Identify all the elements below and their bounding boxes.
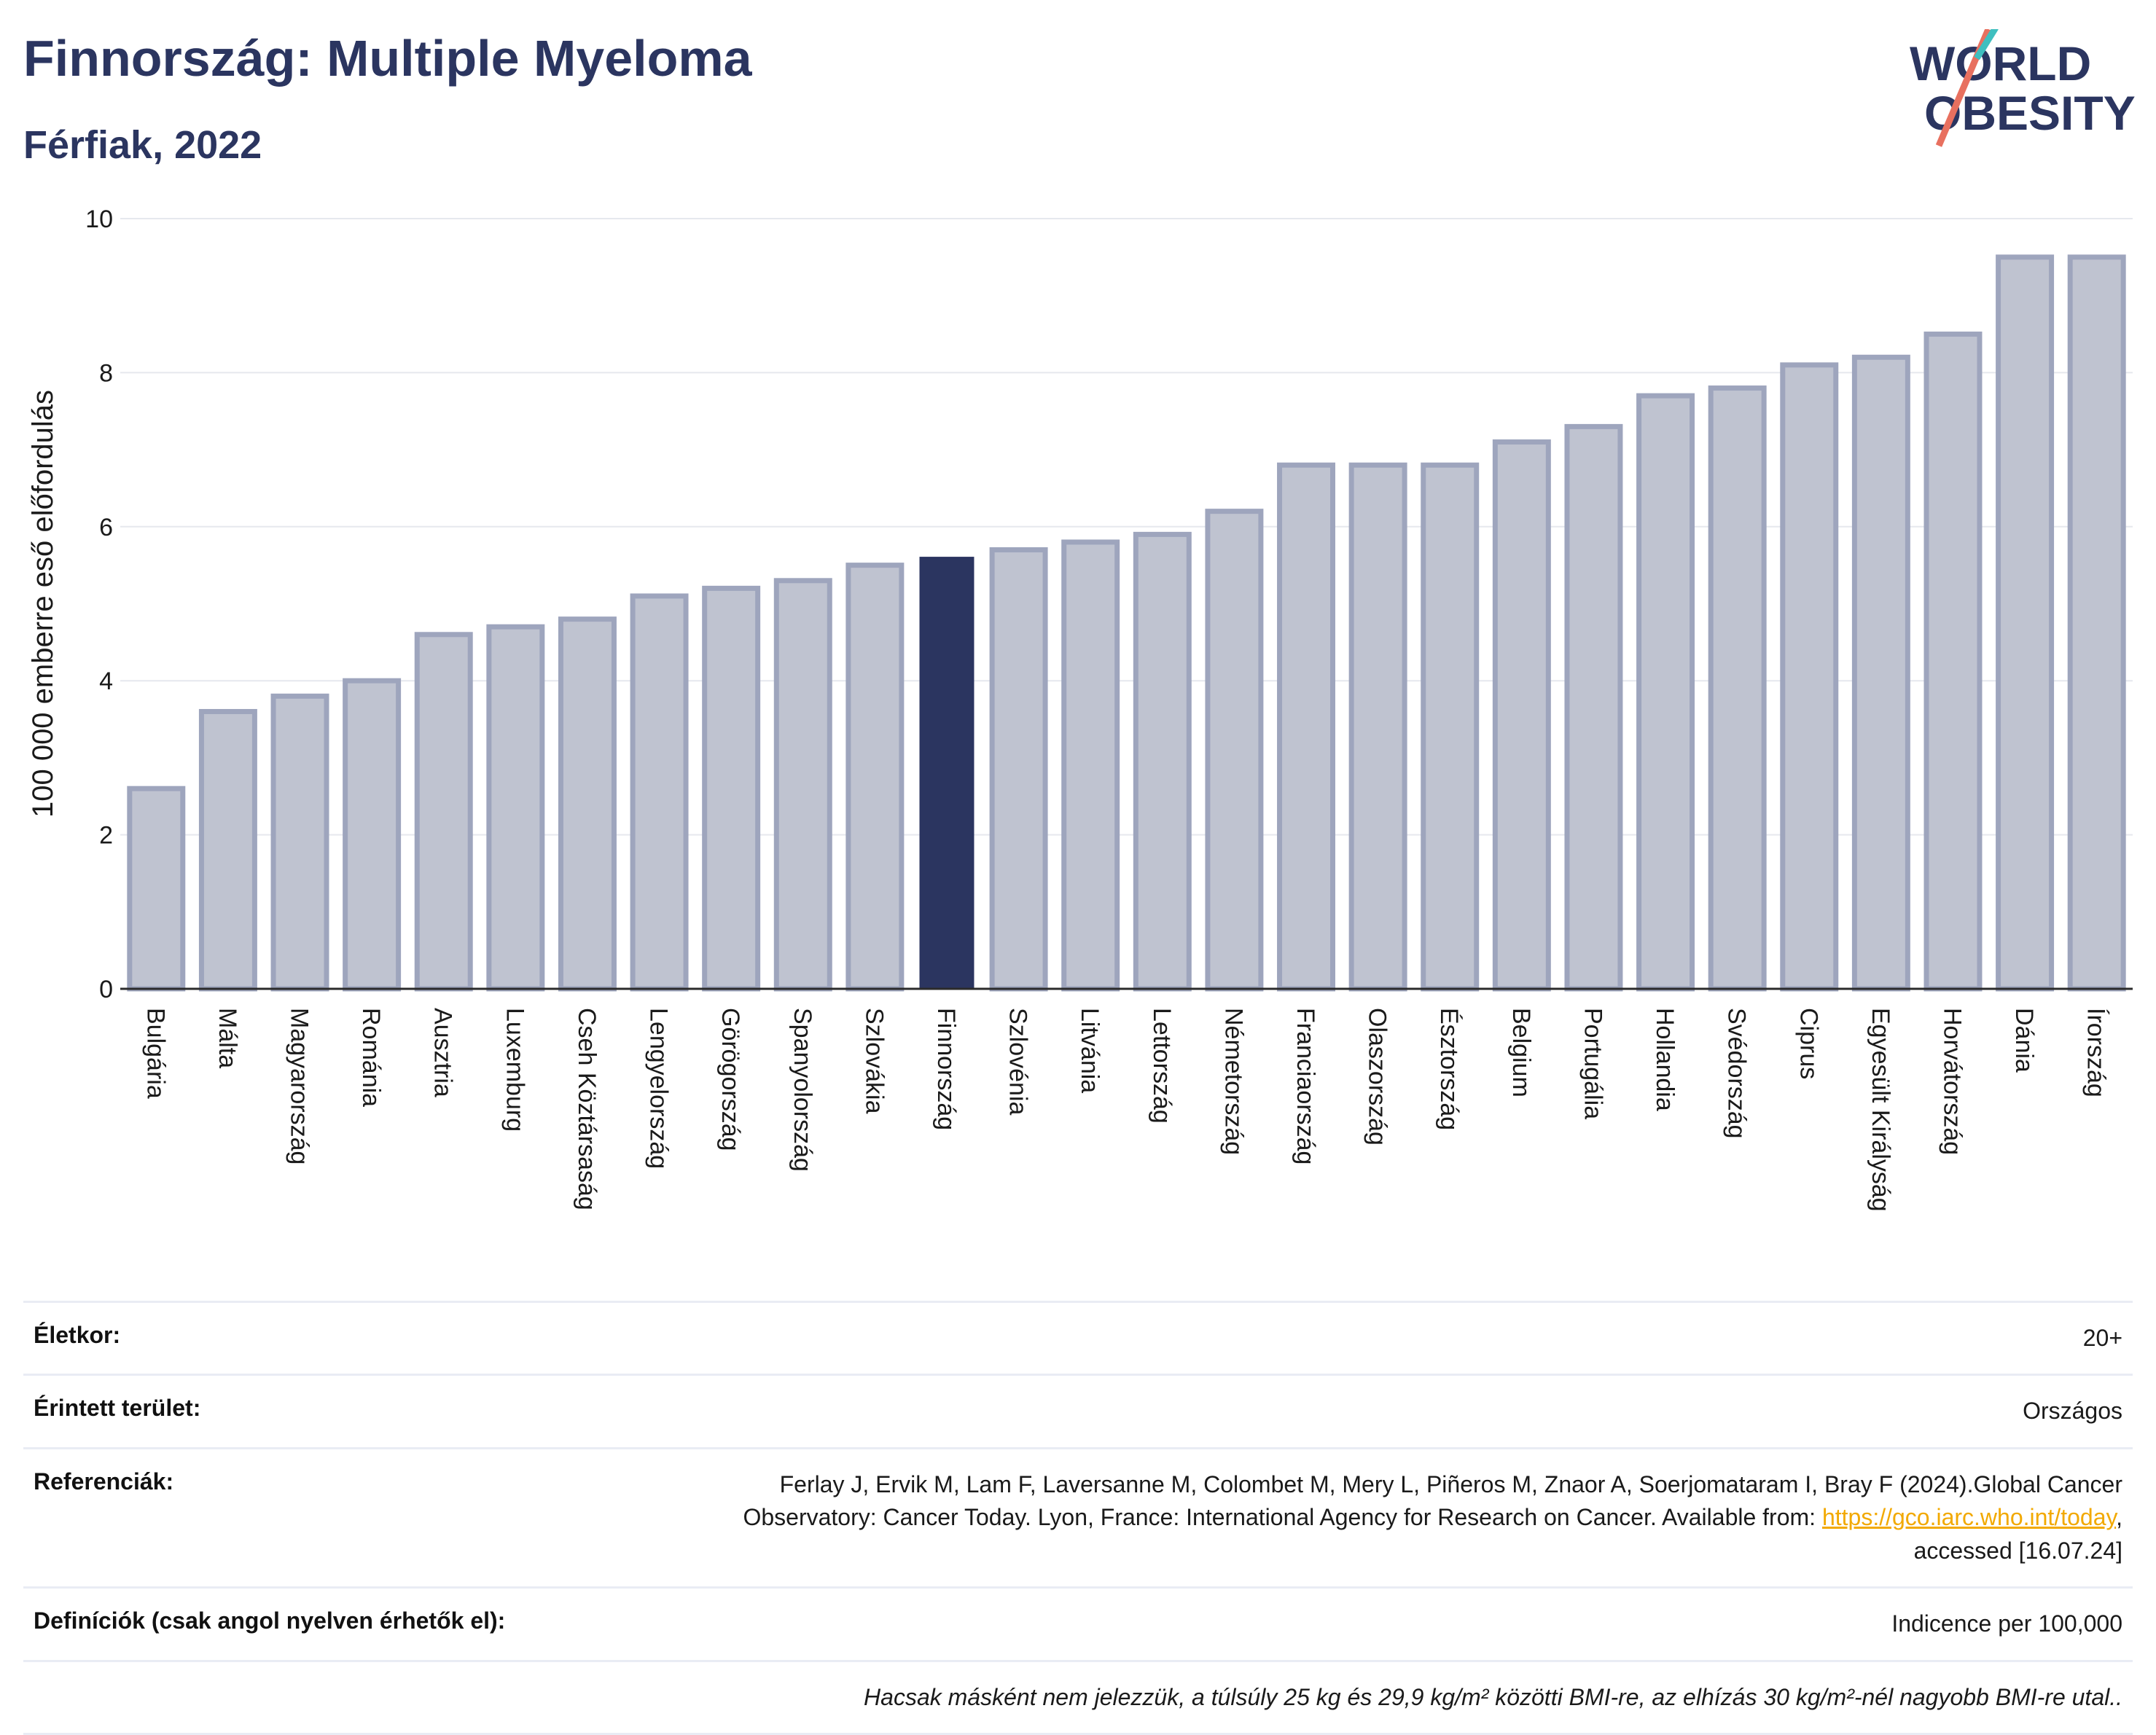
reference-text-4: accessed [16.07.24] [1913, 1537, 2122, 1564]
reference-text-2: Observatory: Cancer Today. Lyon, France:… [743, 1504, 1822, 1531]
x-tick-label: Írország [2082, 1008, 2110, 1097]
logo-slash-teal [1974, 29, 1999, 60]
x-tick-label: Franciaország [1292, 1008, 1319, 1164]
y-tick-label: 4 [99, 667, 113, 695]
x-tick-label: Magyarország [286, 1008, 313, 1164]
y-tick-label: 10 [85, 205, 113, 233]
bar [1133, 531, 1192, 992]
logo-line1: WORLD [1910, 36, 2091, 90]
bar [486, 624, 545, 992]
bar [2067, 254, 2126, 992]
x-tick-label: Németország [1219, 1008, 1247, 1155]
bar [989, 547, 1048, 992]
x-tick-label: Málta [214, 1008, 241, 1068]
x-tick-label: Horvátország [1938, 1008, 1966, 1155]
world-obesity-logo: WORLD OBESITY [1910, 29, 2136, 147]
bar [1780, 362, 1839, 992]
references-value: Ferlay J, Ervik M, Lam F, Laversanne M, … [743, 1468, 2122, 1567]
bar-chart: 0 2 4 6 8 10 100 000 emberre eső előfordulás Bu… [27, 205, 2133, 1212]
y-tick-label: 6 [99, 514, 113, 541]
y-tick-label: 2 [99, 822, 113, 850]
x-tick-label: Hollandia [1651, 1008, 1679, 1111]
x-tick-label: Belgium [1507, 1008, 1535, 1097]
x-tick-label: Dánia [2010, 1008, 2038, 1073]
x-tick-label: Románia [357, 1008, 385, 1107]
bar [845, 563, 905, 992]
y-tick-label: 0 [99, 976, 113, 1003]
reference-link[interactable]: https://gco.iarc.who.int/today [1821, 1504, 2117, 1531]
bar [198, 708, 257, 992]
page-title: Finnország: Multiple Myeloma [23, 30, 752, 87]
info-table: Életkor: 20+ Érintett terület: Országos … [23, 1301, 2133, 1735]
x-tick-label: Észtország [1435, 1008, 1463, 1130]
x-tick-label: Szlovénia [1004, 1008, 1032, 1116]
info-row-references: Referenciák: Ferlay J, Ervik M, Lam F, L… [23, 1446, 2133, 1586]
bar [1205, 509, 1264, 992]
bar [127, 786, 186, 992]
area-label: Érintett terület: [34, 1395, 201, 1422]
x-tick-label: Bulgária [141, 1008, 169, 1099]
bar [343, 678, 402, 992]
age-label: Életkor: [34, 1322, 121, 1348]
bar [1996, 254, 2055, 992]
bar [1636, 393, 1695, 992]
bar [1421, 462, 1480, 992]
x-tick-label: Svédország [1723, 1008, 1751, 1139]
info-row-note: Hacsak másként nem jelezzük, a túlsúly 2… [23, 1659, 2133, 1735]
x-tick-label: Portugália [1579, 1008, 1606, 1119]
bar [773, 578, 832, 992]
x-tick-label: Ausztria [429, 1008, 457, 1097]
bar [558, 616, 617, 992]
info-row-age: Életkor: 20+ [23, 1301, 2133, 1374]
bar [1923, 332, 1983, 992]
x-tick-label: Ciprus [1794, 1008, 1822, 1079]
bar [1708, 385, 1767, 992]
bar [630, 593, 689, 992]
reference-text-3: , [2116, 1504, 2122, 1531]
bar [270, 693, 329, 992]
bar [1564, 423, 1623, 992]
area-value: Országos [2023, 1398, 2122, 1425]
x-tick-label: Görögország [716, 1008, 744, 1151]
y-axis-title: 100 000 emberre eső előfordulás [27, 390, 59, 818]
x-tick-label: Szlovákia [860, 1008, 888, 1114]
bar [1277, 462, 1336, 992]
bar [919, 557, 975, 990]
page-subtitle: Férfiak, 2022 [23, 123, 262, 167]
definitions-label: Definíciók (csak angol nyelven érhetők e… [34, 1607, 506, 1634]
info-row-area: Érintett terület: Országos [23, 1374, 2133, 1446]
x-tick-label: Finnország [932, 1008, 960, 1130]
definitions-value: Indicence per 100,000 [1891, 1610, 2122, 1637]
age-value: 20+ [2082, 1325, 2122, 1351]
info-row-definitions: Definíciók (csak angol nyelven érhetők e… [23, 1586, 2133, 1659]
y-tick-label: 8 [99, 359, 113, 387]
x-tick-label: Olaszország [1364, 1008, 1391, 1145]
references-label: Referenciák: [34, 1468, 174, 1495]
x-tick-label: Lettország [1148, 1008, 1176, 1124]
x-tick-label: Litvánia [1076, 1008, 1104, 1093]
x-tick-label: Cseh Köztársaság [573, 1008, 601, 1210]
bar [1061, 539, 1120, 992]
x-tick-label: Lengyelország [645, 1008, 673, 1169]
x-tick-label: Egyesült Királyság [1867, 1008, 1894, 1212]
x-tick-label: Spanyolország [789, 1008, 816, 1172]
bar [1348, 462, 1407, 992]
bar [414, 632, 473, 992]
x-tick-label: Luxemburg [501, 1008, 528, 1132]
bar [1492, 439, 1551, 992]
bar [702, 585, 761, 992]
reference-text-1: Ferlay J, Ervik M, Lam F, Laversanne M, … [779, 1470, 2122, 1497]
bar [1851, 354, 1910, 992]
footnote: Hacsak másként nem jelezzük, a túlsúly 2… [864, 1683, 2122, 1710]
